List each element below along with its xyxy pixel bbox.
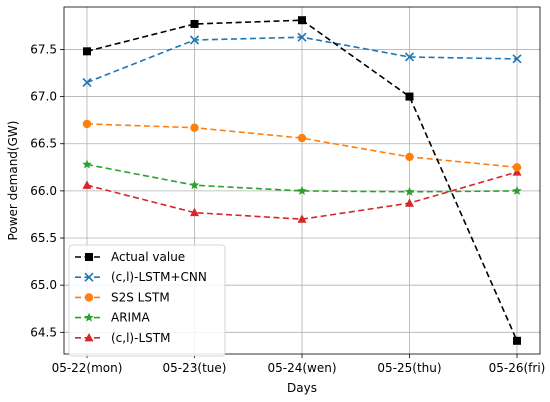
legend-label: Actual value bbox=[111, 250, 185, 264]
legend-box bbox=[68, 244, 226, 357]
y-tick-label: 67.5 bbox=[30, 42, 57, 56]
data-point bbox=[297, 133, 307, 143]
legend-item: S2S LSTM bbox=[75, 290, 170, 304]
data-point bbox=[512, 54, 522, 64]
data-point bbox=[82, 77, 92, 88]
y-tick-label: 64.5 bbox=[30, 325, 57, 339]
data-point bbox=[190, 207, 199, 217]
x-tick-label: 05-23(tue) bbox=[163, 361, 227, 375]
data-point bbox=[405, 152, 414, 162]
y-tick-label: 65.0 bbox=[30, 278, 57, 292]
legend-marker bbox=[85, 253, 93, 261]
y-tick-label: 65.5 bbox=[30, 231, 57, 245]
legend-marker bbox=[84, 312, 94, 322]
axis-ticks: 05-22(mon) 05-23(tue) 05-24(wen) 05-25(thu)… bbox=[30, 42, 545, 375]
data-point bbox=[189, 35, 200, 45]
data-point bbox=[404, 186, 415, 196]
y-tick-label: 67.0 bbox=[30, 90, 57, 104]
legend-label: (c,l)-LSTM bbox=[111, 331, 170, 345]
data-point bbox=[513, 336, 521, 345]
data-point bbox=[82, 159, 92, 169]
legend: Actual value (c,l)-LSTM+CNN S2S LSTM ARIMA (… bbox=[68, 244, 226, 357]
x-tick-label: 05-22(mon) bbox=[52, 361, 123, 375]
series-actual-value bbox=[83, 16, 521, 345]
data-point bbox=[190, 123, 199, 132]
legend-item: (c,l)-LSTM+CNN bbox=[75, 270, 207, 284]
series-s2s-lstm bbox=[82, 119, 522, 172]
data-point bbox=[405, 92, 414, 101]
data-point bbox=[297, 214, 307, 223]
legend-label: (c,l)-LSTM+CNN bbox=[111, 270, 207, 284]
series-layer bbox=[82, 16, 522, 345]
x-tick-label: 05-24(wen) bbox=[267, 361, 336, 375]
data-point bbox=[405, 198, 414, 207]
y-axis-title: Power demand(GW) bbox=[6, 121, 20, 241]
x-tick-label: 05-26(fri) bbox=[489, 361, 546, 375]
data-point bbox=[512, 163, 522, 172]
legend-marker bbox=[84, 272, 94, 282]
legend-marker bbox=[84, 293, 94, 302]
data-point bbox=[512, 185, 522, 195]
data-point bbox=[189, 180, 200, 190]
data-point bbox=[404, 52, 415, 62]
data-point bbox=[82, 119, 92, 129]
x-tick-label: 05-25(thu) bbox=[377, 361, 441, 375]
data-point bbox=[83, 47, 91, 56]
legend-label: S2S LSTM bbox=[111, 290, 170, 304]
legend-item: Actual value bbox=[75, 250, 185, 264]
legend-item: ARIMA bbox=[75, 311, 150, 325]
series-c-l-lstm bbox=[82, 167, 522, 223]
data-point bbox=[190, 19, 199, 28]
y-tick-label: 66.0 bbox=[30, 184, 57, 198]
legend-item: (c,l)-LSTM bbox=[75, 331, 170, 345]
data-point bbox=[297, 32, 307, 42]
legend-label: ARIMA bbox=[111, 311, 150, 325]
series-line bbox=[86, 19, 518, 342]
series-c-l-lstm-cnn bbox=[82, 32, 522, 88]
x-axis-title: Days bbox=[287, 381, 317, 395]
legend-marker bbox=[84, 333, 94, 342]
data-point bbox=[297, 185, 307, 195]
series-line bbox=[86, 123, 518, 169]
data-point bbox=[82, 180, 92, 189]
series-arima bbox=[82, 159, 522, 196]
data-point bbox=[298, 16, 306, 25]
y-tick-label: 66.5 bbox=[30, 137, 57, 151]
